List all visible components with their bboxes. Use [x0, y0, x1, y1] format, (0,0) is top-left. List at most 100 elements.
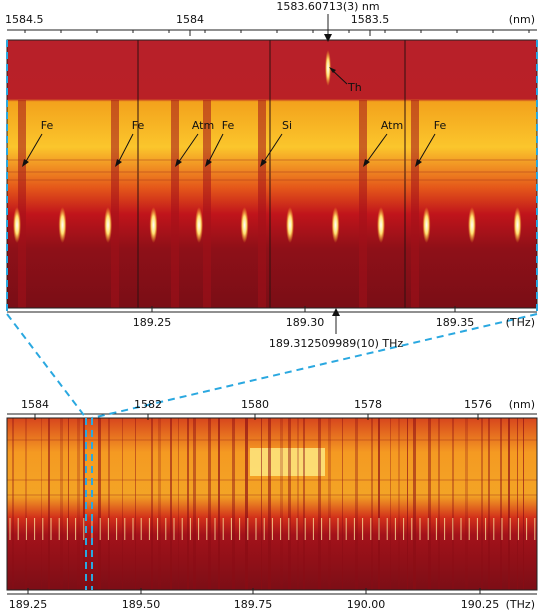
absorption-line: [378, 418, 380, 590]
absorption-line: [297, 418, 299, 590]
absorption-line: [523, 418, 524, 590]
tick-label: 189.25: [9, 598, 48, 611]
absorption-line: [517, 418, 518, 590]
tick-label: 1576: [464, 398, 492, 411]
absorption-line: [390, 418, 391, 590]
tick-label: 1578: [354, 398, 382, 411]
top-image-background: [7, 40, 537, 308]
th-line: [325, 50, 331, 86]
arrow-head: [324, 34, 332, 42]
absorption-line: [83, 418, 85, 590]
absorption-line: [122, 418, 123, 590]
comb-spot: [331, 207, 340, 243]
absorption-line: [452, 418, 454, 590]
absorption-line: [258, 100, 266, 308]
arrow-head: [363, 159, 370, 167]
absorption-line: [171, 100, 179, 308]
absorption-line: [318, 418, 321, 590]
comb-spot: [377, 207, 385, 243]
comb-spot: [286, 207, 294, 243]
absorption-line: [438, 418, 440, 590]
absorption-line: [413, 418, 416, 590]
absorption-line: [151, 418, 153, 590]
element-arrow: [262, 133, 283, 164]
annotations: 1584.5 1584 1583.5 (nm) 1583.60713(3) nm…: [5, 0, 538, 611]
absorption-line: [398, 418, 400, 590]
absorption-line: [232, 418, 235, 590]
absorption-line: [500, 418, 502, 590]
element-label: Fe: [132, 119, 145, 132]
absorption-line: [481, 418, 483, 590]
absorption-line: [488, 418, 490, 590]
absorption-line: [355, 418, 358, 590]
comb-spot: [468, 207, 476, 243]
comb-spot: [195, 207, 203, 243]
element-arrow: [207, 133, 224, 164]
absorption-line: [303, 418, 305, 590]
absorption-line: [245, 418, 248, 590]
arrow-head: [415, 159, 422, 167]
tick-label: 189.50: [122, 598, 161, 611]
absorption-line: [288, 418, 291, 590]
arrow-head: [22, 159, 29, 167]
arrow-head: [260, 159, 267, 167]
arrow-head: [175, 159, 182, 167]
absorption-line: [203, 100, 211, 308]
absorption-line: [508, 418, 510, 590]
element-arrow: [117, 133, 134, 164]
absorption-line: [77, 418, 80, 590]
absorption-line: [18, 100, 26, 308]
th-label: Th: [347, 81, 362, 94]
frequency-annotation: 189.312509989(10) THz: [269, 337, 404, 350]
tick-label: 1584: [176, 13, 204, 26]
absorption-line: [359, 100, 367, 308]
arrow-head: [329, 67, 336, 73]
absorption-line: [41, 418, 42, 590]
absorption-line: [328, 418, 331, 590]
element-label: Fe: [222, 119, 235, 132]
absorption-line: [98, 418, 101, 590]
absorption-line: [280, 418, 283, 590]
tick-label: 189.30: [286, 316, 325, 329]
tick-label: 190.25: [461, 598, 500, 611]
unit-label: (THz): [506, 316, 535, 329]
tick-label: 1584: [21, 398, 49, 411]
tick-label: 189.75: [234, 598, 273, 611]
absorption-line: [60, 418, 63, 590]
absorption-line: [208, 418, 211, 590]
absorption-line: [48, 418, 50, 590]
bottom-spectrum-image: [7, 418, 537, 590]
tick-label: 190.00: [347, 598, 386, 611]
zoom-line: [91, 313, 538, 419]
tick-label: 189.35: [436, 316, 475, 329]
absorption-line: [108, 418, 110, 590]
tick-label: 189.25: [133, 316, 172, 329]
absorption-line: [411, 100, 419, 308]
absorption-line: [111, 100, 119, 308]
unit-label: (THz): [506, 598, 535, 611]
tick-label: 1582: [134, 398, 162, 411]
comb-spot: [13, 207, 21, 243]
unit-label: (nm): [509, 398, 535, 411]
absorption-line: [193, 418, 196, 590]
absorption-line: [12, 418, 14, 590]
absorption-line: [218, 418, 220, 590]
absorption-line: [428, 418, 431, 590]
element-arrow: [24, 133, 43, 164]
comb-spot: [104, 207, 112, 243]
element-arrow: [417, 133, 436, 164]
absorption-line: [268, 418, 271, 590]
absorption-line: [465, 418, 468, 590]
comb-spot: [149, 207, 158, 243]
comb-spot: [58, 207, 67, 243]
absorption-line: [135, 418, 136, 590]
absorption-line: [407, 418, 408, 590]
top-spectrum-image: [7, 40, 537, 308]
element-arrow: [365, 133, 388, 164]
bottom-frame: [6, 417, 538, 591]
absorption-line: [342, 418, 343, 590]
zoom-line: [6, 313, 87, 419]
absorption-line: [178, 418, 179, 590]
absorption-line: [158, 418, 161, 590]
